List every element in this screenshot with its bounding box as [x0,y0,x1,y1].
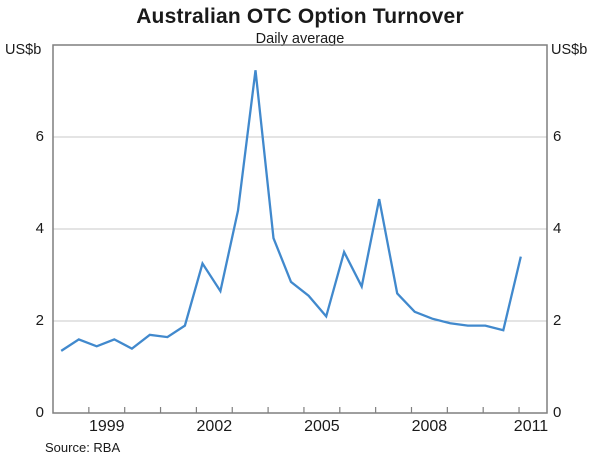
source-note: Source: RBA [45,440,121,455]
x-tick-label: 1999 [88,418,125,435]
x-tick-label: 2008 [411,418,448,435]
y-tick-label-right: 4 [553,220,562,237]
y-tick-label-left: 4 [35,220,44,237]
chart-subtitle: Daily average [255,31,345,47]
x-tick-label: 2005 [304,418,340,435]
y-axis-unit-right: US$b [551,42,588,58]
y-tick-label-right: 6 [553,128,562,145]
x-tick-label: 2011 [513,418,549,435]
plot-border [52,44,548,414]
y-tick-label-left: 6 [35,128,44,145]
y-tick-label-right: 0 [553,404,562,421]
chart-title: Australian OTC Option Turnover [136,5,464,28]
y-tick-label-left: 2 [35,312,44,329]
y-tick-label-right: 2 [553,312,562,329]
y-tick-label-left: 0 [35,404,44,421]
x-tick-label: 2002 [196,418,233,435]
y-axis-unit-left: US$b [5,42,42,58]
data-line [60,70,522,352]
